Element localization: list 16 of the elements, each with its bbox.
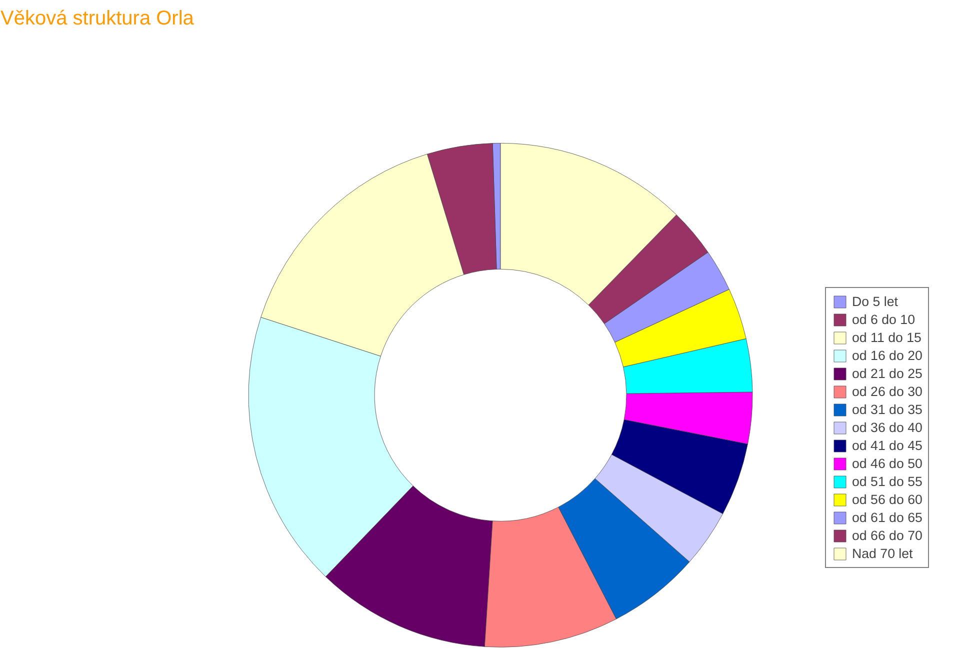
legend-label: od 31 do 35 [852, 402, 922, 417]
legend-label: od 61 do 65 [852, 510, 922, 525]
legend-label: od 56 do 60 [852, 492, 922, 507]
legend-label: Do 5 let [852, 294, 898, 309]
legend-label: od 6 do 10 [852, 312, 915, 327]
legend-label: od 41 do 45 [852, 438, 922, 453]
legend-label: od 36 do 40 [852, 420, 922, 435]
legend-label: od 21 do 25 [852, 366, 922, 381]
legend-label: od 11 do 15 [852, 330, 922, 345]
legend-label: od 46 do 50 [852, 456, 922, 471]
chart-title: Věková struktura Orla [0, 8, 195, 30]
legend-label: od 66 do 70 [852, 528, 922, 543]
legend-label: od 16 do 20 [852, 348, 922, 363]
legend-label: od 51 do 55 [852, 474, 922, 489]
legend-label: Nad 70 let [852, 546, 913, 561]
legend-label: od 26 do 30 [852, 384, 922, 399]
